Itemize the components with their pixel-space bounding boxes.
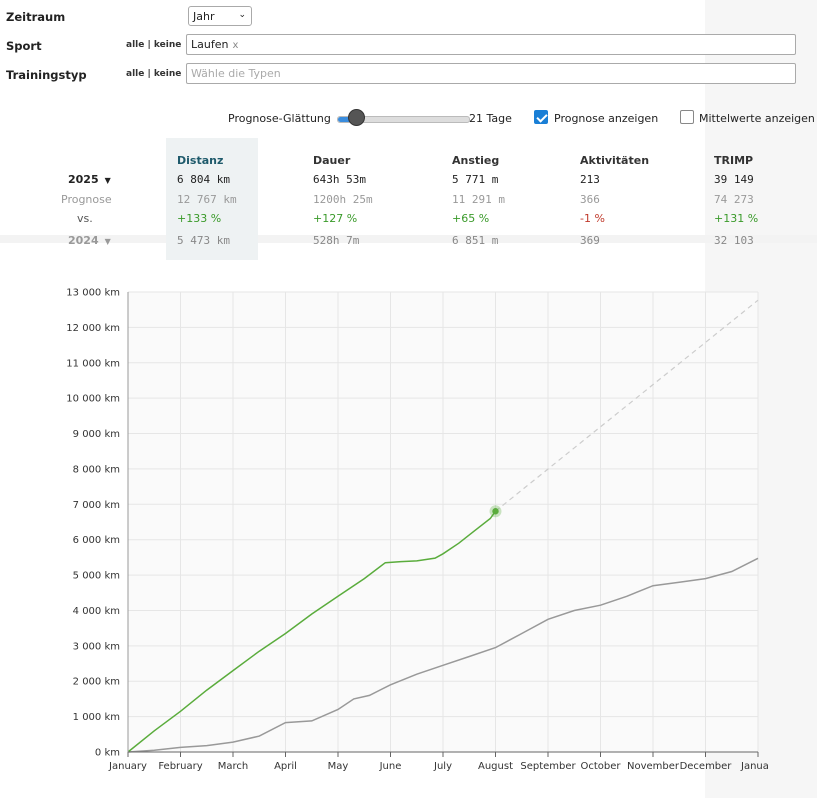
x-tick-label: May: [328, 761, 349, 772]
series-line-forecast: [495, 299, 759, 512]
y-tick-label: 4 000 km: [73, 606, 120, 617]
row-label-previous-year: 2024: [68, 234, 99, 247]
x-tick-label: April: [274, 761, 297, 772]
highlighted-column: [166, 138, 258, 260]
zeitraum-label: Zeitraum: [6, 10, 66, 24]
slider-fill: [338, 117, 358, 122]
forecast-trimp: 74 273: [714, 193, 754, 206]
row-label-forecast: Prognose: [61, 193, 112, 206]
filter-sport: Sport alle | keine Laufen x: [0, 34, 817, 58]
x-tick-label: November: [627, 761, 680, 772]
current-anstieg: 5 771 m: [452, 173, 499, 186]
sport-label: Sport: [6, 39, 42, 53]
vs-trimp: +131 %: [714, 212, 759, 225]
sport-toggle-all-none[interactable]: alle | keine: [126, 40, 182, 50]
year-selector-previous[interactable]: 2024 ▼: [68, 234, 111, 247]
row-label-vs: vs.: [77, 212, 93, 225]
current-distanz: 6 804 km: [177, 173, 230, 186]
y-tick-label: 13 000 km: [66, 288, 120, 299]
y-tick-label: 8 000 km: [73, 464, 120, 475]
x-tick-label: September: [520, 761, 576, 772]
vs-distanz: +133 %: [177, 212, 222, 225]
background-stripe: [0, 235, 817, 243]
current-point-marker[interactable]: [492, 508, 499, 515]
current-aktivitaeten: 213: [580, 173, 600, 186]
forecast-aktivitaeten: 366: [580, 193, 600, 206]
previous-dauer: 528h 7m: [313, 234, 360, 247]
previous-aktivitaeten: 369: [580, 234, 600, 247]
y-tick-label: 2 000 km: [73, 677, 120, 688]
x-tick-label: June: [379, 761, 402, 772]
summary-table: Distanz Dauer Anstieg Aktivitäten TRIMP …: [0, 138, 817, 260]
header-distanz[interactable]: Distanz: [177, 154, 224, 167]
show-forecast-checkbox[interactable]: [534, 110, 548, 124]
trainingstyp-toggle-all-none[interactable]: alle | keine: [126, 69, 182, 79]
zeitraum-select[interactable]: Jahr ⌄: [188, 6, 252, 26]
vertical-gridlines: [127, 292, 759, 757]
show-averages-checkbox[interactable]: [680, 110, 694, 124]
forecast-dauer: 1200h 25m: [313, 193, 373, 206]
forecast-anstieg: 11 291 m: [452, 193, 505, 206]
y-axis-labels: 0 km 1 000 km 2 000 km 3 000 km 4 000 km 5 00…: [66, 288, 120, 759]
filter-zeitraum: Zeitraum Jahr ⌄: [0, 6, 817, 30]
y-tick-label: 3 000 km: [73, 641, 120, 652]
zeitraum-value: Jahr: [193, 10, 215, 23]
x-tick-label: July: [433, 761, 452, 772]
caret-down-icon: ▼: [104, 237, 111, 246]
vs-anstieg: +65 %: [452, 212, 490, 225]
x-tick-label: January: [108, 761, 147, 772]
x-tick-label: March: [218, 761, 248, 772]
forecast-distanz: 12 767 km: [177, 193, 237, 206]
header-aktivitaeten[interactable]: Aktivitäten: [580, 154, 650, 167]
previous-trimp: 32 103: [714, 234, 754, 247]
row-label-current-year: 2025: [68, 173, 99, 186]
previous-distanz: 5 473 km: [177, 234, 230, 247]
series-line-current: [127, 510, 497, 753]
filter-trainingstyp: Trainingstyp alle | keine Wähle die Type…: [0, 63, 817, 87]
smoothing-label: Prognose-Glättung: [228, 112, 331, 125]
y-tick-label: 10 000 km: [66, 394, 120, 405]
y-tick-label: 5 000 km: [73, 571, 120, 582]
x-tick-label: December: [680, 761, 733, 772]
smoothing-value: 21 Tage: [469, 112, 512, 125]
y-tick-label: 9 000 km: [73, 429, 120, 440]
show-averages-label[interactable]: Mittelwerte anzeigen: [699, 112, 815, 125]
y-tick-label: 1 000 km: [73, 712, 120, 723]
show-forecast-label[interactable]: Prognose anzeigen: [554, 112, 659, 125]
cumulative-distance-chart[interactable]: 0 km 1 000 km 2 000 km 3 000 km 4 000 km 5 00…: [0, 280, 817, 780]
header-trimp[interactable]: TRIMP: [714, 154, 754, 167]
y-tick-label: 11 000 km: [66, 358, 120, 369]
y-tick-label: 7 000 km: [73, 500, 120, 511]
vs-dauer: +127 %: [313, 212, 358, 225]
x-axis-labels: January February March April May June July Augu…: [108, 761, 769, 772]
trainingstyp-label: Trainingstyp: [6, 68, 87, 82]
sport-tag: Laufen: [191, 38, 229, 51]
x-tick-label: February: [158, 761, 202, 772]
year-selector-current[interactable]: 2025 ▼: [68, 173, 111, 186]
vs-aktivitaeten: -1 %: [580, 212, 605, 225]
x-tick-label: Janua: [740, 761, 769, 772]
chart-controls: Prognose-Glättung 21 Tage Prognose anzei…: [0, 108, 817, 130]
trainingstyp-input[interactable]: Wähle die Typen: [186, 63, 796, 84]
header-dauer[interactable]: Dauer: [313, 154, 351, 167]
x-tick-label: August: [478, 761, 513, 772]
x-tick-label: October: [580, 761, 621, 772]
y-tick-label: 0 km: [95, 748, 120, 759]
y-tick-label: 6 000 km: [73, 535, 120, 546]
slider-handle[interactable]: [348, 109, 365, 126]
y-tick-label: 12 000 km: [66, 323, 120, 334]
tag-remove-icon[interactable]: x: [232, 40, 239, 51]
smoothing-slider[interactable]: [337, 116, 470, 123]
chevron-down-icon: ⌄: [238, 10, 246, 20]
current-dauer: 643h 53m: [313, 173, 366, 186]
current-trimp: 39 149: [714, 173, 754, 186]
trainingstyp-placeholder: Wähle die Typen: [191, 67, 281, 80]
previous-anstieg: 6 851 m: [452, 234, 499, 247]
caret-down-icon: ▼: [104, 176, 111, 185]
series-lines: [127, 299, 759, 753]
sport-tag-input[interactable]: Laufen x: [186, 34, 796, 55]
header-anstieg[interactable]: Anstieg: [452, 154, 500, 167]
series-line-previous: [127, 557, 759, 753]
